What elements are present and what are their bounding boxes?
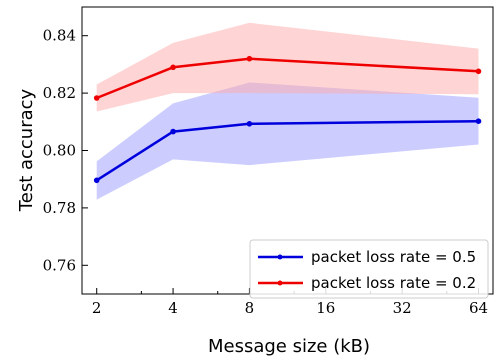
y-tick-label: 0.80	[43, 142, 76, 160]
x-tick-label: 4	[168, 299, 178, 317]
series-lines	[96, 57, 479, 182]
y-tick-label: 0.78	[43, 199, 76, 217]
line-loss-0.5	[96, 119, 479, 182]
legend-marker-loss-0.2	[277, 280, 283, 286]
y-axis-ticks: 0.76 0.78 0.80 0.82 0.84	[43, 27, 88, 274]
x-tick-label: 8	[245, 299, 255, 317]
x-tick-label: 64	[469, 299, 488, 317]
x-axis-label: Message size (kB)	[208, 336, 370, 357]
band-loss-0.5	[96, 82, 479, 200]
legend-label-loss-0.2: packet loss rate = 0.2	[311, 274, 476, 292]
legend-label-loss-0.5: packet loss rate = 0.5	[311, 248, 476, 266]
legend-marker-loss-0.5	[277, 254, 283, 260]
y-axis-label: Test accuracy	[16, 88, 37, 212]
x-tick-label: 16	[316, 299, 335, 317]
point-loss-0.5-x8	[246, 121, 253, 127]
legend-box	[249, 239, 489, 299]
y-tick-label: 0.76	[43, 256, 76, 274]
band-loss-0.2	[96, 22, 479, 112]
x-tick-label: 32	[393, 299, 412, 317]
series-points	[93, 55, 482, 184]
point-loss-0.2-x2	[93, 95, 100, 101]
point-loss-0.2-x4	[170, 64, 176, 71]
confidence-bands	[96, 22, 479, 200]
y-tick-label: 0.84	[43, 27, 76, 45]
point-loss-0.5-x2	[93, 177, 100, 184]
x-tick-label: 2	[92, 299, 102, 317]
line-loss-0.2	[96, 57, 479, 100]
y-tick-label: 0.82	[43, 84, 76, 102]
point-loss-0.2-x64	[475, 68, 482, 75]
point-loss-0.5-x64	[475, 118, 482, 124]
legend: packet loss rate = 0.5 packet loss rate …	[249, 239, 489, 299]
point-loss-0.5-x4	[170, 128, 176, 135]
point-loss-0.2-x8	[246, 55, 253, 62]
